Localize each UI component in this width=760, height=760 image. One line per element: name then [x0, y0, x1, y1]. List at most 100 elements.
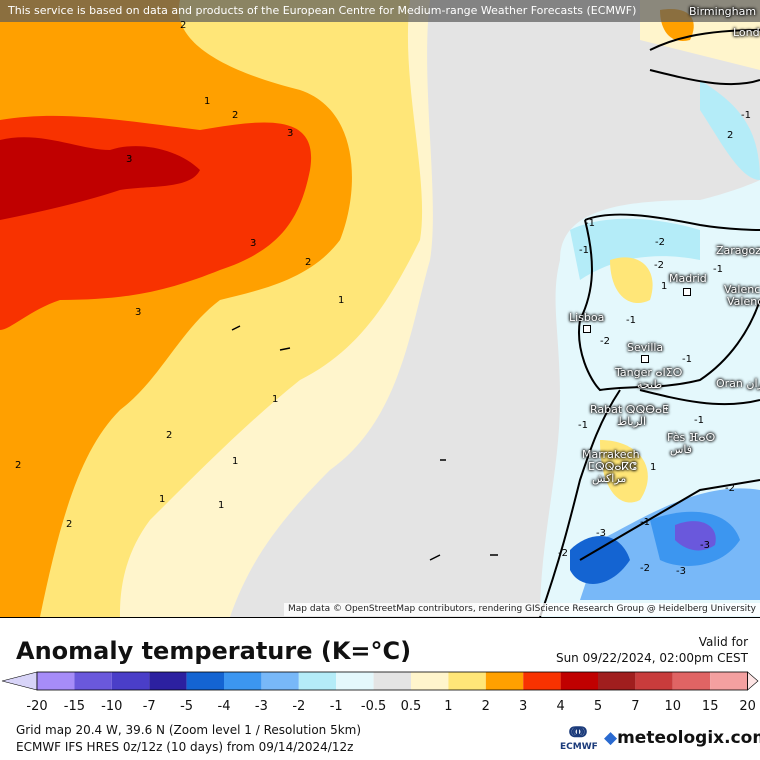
colorbar-box: [672, 672, 711, 690]
contour-label: -1: [626, 315, 636, 326]
osm-attribution[interactable]: Map data © OpenStreetMap contributors, r…: [284, 603, 760, 616]
colorbar-box: [523, 672, 561, 690]
city-label: Lisboa: [569, 311, 605, 324]
city-label: Valenc: [724, 283, 760, 296]
colorbar-over-arrow: [747, 671, 759, 691]
colorbar-box: [373, 672, 411, 690]
colorbar-tick-label: -0.5: [361, 699, 386, 714]
contour-label: -1: [578, 420, 588, 431]
ecmwf-logo: ↈ ECMWF: [560, 722, 598, 752]
contour-label: 1: [204, 96, 211, 107]
meteologix-logo-icon: ◆: [604, 728, 618, 748]
city-label: Sevilla: [627, 341, 664, 354]
colorbar-box: [298, 672, 337, 690]
colorbar-tick-label: 10: [665, 699, 682, 714]
contour-label: 2: [15, 460, 22, 471]
colorbar-tick-label: 2: [482, 699, 490, 714]
colorbar-box: [710, 672, 748, 690]
contour-label: -2: [725, 483, 735, 494]
colorbar-tick-label: 7: [631, 699, 639, 714]
colorbar-tick-label: 1: [444, 699, 452, 714]
contour-label: -2: [600, 336, 610, 347]
contour-label: 1: [159, 494, 166, 505]
contour-label: -1: [579, 245, 589, 256]
city-label: مراكش: [592, 472, 627, 485]
city-label: Tanger ⴰⵏⵉⵔ: [615, 366, 683, 379]
colorbar-box: [448, 672, 486, 690]
model-info: ECMWF IFS HRES 0z/12z (10 days) from 09/…: [16, 740, 354, 754]
contour-label: 1: [650, 462, 657, 473]
contour-label: 2: [180, 20, 187, 31]
contour-label: 1: [218, 500, 225, 511]
colorbar-tick-label: -5: [180, 699, 193, 714]
contour-label: -1: [640, 517, 650, 528]
contour-label: -2: [654, 260, 664, 271]
grid-info: Grid map 20.4 W, 39.6 N (Zoom level 1 / …: [16, 723, 362, 737]
contour-label: -1: [713, 264, 723, 275]
city-label: ⵎⵕⵕⴰⴽⵛ: [588, 460, 637, 473]
contour-label: 2: [727, 130, 734, 141]
colorbar-box: [186, 672, 224, 690]
contour-label: 3: [126, 154, 133, 165]
colorbar-box: [111, 672, 150, 690]
city-marker: [683, 288, 691, 296]
colorbar-tick-label: -15: [64, 699, 85, 714]
colorbar-tick-label: -10: [101, 699, 122, 714]
colorbar-tick-label: 5: [594, 699, 602, 714]
ecmwf-attribution: This service is based on data and produc…: [8, 4, 637, 17]
city-label: فاس: [670, 443, 693, 456]
colorbar-tick-label: -7: [143, 699, 156, 714]
meteologix-logo-text: meteologix.com: [617, 728, 760, 748]
contour-label: 2: [66, 519, 73, 530]
valid-datetime: Sun 09/22/2024, 02:00pm CEST: [555, 651, 748, 665]
contour-label: -2: [640, 563, 650, 574]
colorbar-tick-label: -1: [330, 699, 343, 714]
colorbar-box: [224, 672, 262, 690]
colorbar-tick-label: -2: [292, 699, 305, 714]
attribution-bar: [0, 0, 760, 22]
ecmwf-logo-text: ECMWF: [560, 742, 598, 752]
contour-label: -3: [676, 566, 686, 577]
contour-label: -3: [700, 540, 710, 551]
colorbar-tick-label: 0.5: [401, 699, 422, 714]
contour-label: -2: [655, 237, 665, 248]
color-scale: -20 -15 -10 -7 -5 -4 -3 -2 -1 -0.5 0.5 1 2 3 4 5 7 10 15 20: [1, 671, 759, 714]
ecmwf-logo-icon: ↈ: [569, 722, 587, 741]
valid-time: Valid for Sun 09/22/2024, 02:00pm CEST: [556, 634, 748, 666]
city-label: الرباط: [617, 415, 647, 428]
city-label: Oran وهران: [716, 377, 760, 390]
city-label: طنجة: [637, 378, 663, 391]
contour-label: -1: [694, 415, 704, 426]
colorbar-box: [261, 672, 299, 690]
colorbar-tick-label: 15: [702, 699, 719, 714]
colorbar-tick-label: 20: [739, 699, 756, 714]
colorbar-box: [485, 672, 524, 690]
contour-label: 1: [338, 295, 345, 306]
legend-title: Anomaly temperature (K=°C): [16, 637, 412, 665]
contour-label: 1: [232, 456, 239, 467]
contour-label: 2: [166, 430, 173, 441]
colorbar-tick-label: -3: [255, 699, 268, 714]
contour-label: -1: [682, 354, 692, 365]
contour-label: -1: [741, 110, 751, 121]
map-view[interactable]: This service is based on data and produc…: [0, 0, 760, 618]
contour-label: -3: [596, 528, 606, 539]
colorbar-box: [411, 672, 449, 690]
colorbar-frame: [36, 671, 748, 691]
contour-label: 3: [287, 128, 294, 139]
city-label: Birmingham: [689, 5, 757, 18]
valid-label: Valid for: [698, 635, 748, 649]
city-label: Marrakech: [582, 448, 640, 461]
colorbar-tick-label: -4: [218, 699, 231, 714]
contour-label: 1: [661, 281, 668, 292]
contour-label: 2: [232, 110, 239, 121]
city-marker: [641, 355, 649, 363]
city-marker: [583, 325, 591, 333]
city-label: Madrid: [669, 272, 707, 285]
meteologix-logo[interactable]: ◆meteologix.com: [604, 728, 760, 748]
colorbar-box: [336, 672, 374, 690]
city-label: Lond: [733, 26, 760, 39]
colorbar-tick-label: 4: [556, 699, 564, 714]
colorbar-box: [74, 672, 112, 690]
colorbar-box: [37, 672, 75, 690]
